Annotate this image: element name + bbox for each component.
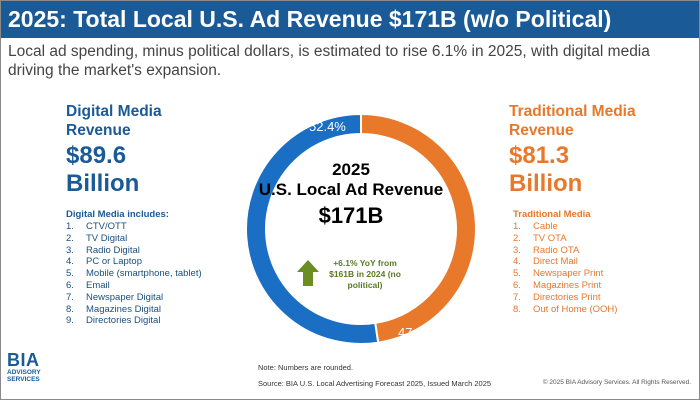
traditional-list-item: 5. Newspaper Print <box>513 268 604 280</box>
traditional-list-item-label: Directories Print <box>533 291 601 303</box>
logo-sub: ADVISORY SERVICES <box>7 369 41 383</box>
traditional-list-item-label: Out of Home (OOH) <box>533 303 618 315</box>
traditional-list-item: 1. Cable <box>513 221 558 232</box>
bia-logo: BIA ADVISORY SERVICES <box>7 351 57 383</box>
digital-includes: Digital Media includes: 1. CTV/OTT 2. TV Di… <box>66 209 202 327</box>
traditional-list-item-label: Magazines Print <box>533 279 602 291</box>
digital-list-item: 1. CTV/OTT <box>66 221 127 232</box>
traditional-includes: Traditional Media 1. Cable 2. TV OTA 3. Radio… <box>513 209 617 315</box>
logo-bia: BIA <box>7 350 40 370</box>
digital-list-item: 7. Newspaper Digital <box>66 291 164 303</box>
digital-list-item-label: Newspaper Digital <box>86 291 164 303</box>
digital-list-item-label: Directories Digital <box>86 315 161 327</box>
traditional-list: 1. Cable 2. TV OTA 3. Radio OTA 4. Direct Mail 5… <box>513 221 617 315</box>
digital-list-item: 4. PC or Laptop <box>66 256 142 268</box>
growth-callout: +6.1% YoY from $161B in 2024 (no politic… <box>296 258 406 298</box>
digital-list-item: 2. TV Digital <box>66 232 128 244</box>
traditional-list-item: 4. Direct Mail <box>513 256 578 268</box>
digital-list-item: 3. Radio Digital <box>66 244 140 256</box>
traditional-list-item: 8. Out of Home (OOH) <box>513 303 618 315</box>
traditional-list-item: 2. TV OTA <box>513 232 567 244</box>
center-total: $171B <box>318 203 384 228</box>
donut-label-digital: 52.4% <box>309 119 346 134</box>
traditional-value: $81.3 Billion <box>509 142 599 198</box>
digital-list-item: 9. Directories Digital <box>66 315 161 327</box>
traditional-list-item-label: Direct Mail <box>533 256 578 268</box>
donut-chart: 52.4% 47.6% <box>245 114 477 344</box>
digital-list-item-label: PC or Laptop <box>86 256 142 268</box>
donut-center: 2025 U.S. Local Ad Revenue $171B <box>256 160 446 230</box>
digital-list-title: Digital Media includes: <box>66 209 169 220</box>
digital-title: Digital Media Revenue <box>66 103 162 139</box>
digital-list-item: 8. Magazines Digital <box>66 303 161 315</box>
digital-list-item-label: CTV/OTT <box>86 221 127 232</box>
digital-list-item-label: Mobile (smartphone, tablet) <box>86 268 202 280</box>
digital-list: 1. CTV/OTT 2. TV Digital 3. Radio Digital 4. PC… <box>66 221 202 327</box>
traditional-list-item: 3. Radio OTA <box>513 244 580 256</box>
traditional-list-item: 7. Directories Print <box>513 291 601 303</box>
digital-list-item-label: Email <box>86 279 110 291</box>
digital-value-text: $89.6 Billion <box>66 142 140 197</box>
digital-value: $89.6 Billion <box>66 142 156 198</box>
up-arrow-icon <box>297 260 319 286</box>
traditional-value-text: $81.3 Billion <box>509 142 583 197</box>
traditional-list-item-label: Radio OTA <box>533 244 580 256</box>
footnote: Note: Numbers are rounded. <box>258 363 354 372</box>
digital-list-item-label: TV Digital <box>86 232 128 244</box>
donut-label-traditional: 47.6% <box>398 325 435 340</box>
traditional-list-item-label: Cable <box>533 221 558 232</box>
traditional-title: Traditional Media Revenue <box>509 103 636 139</box>
copyright: © 2025 BIA Advisory Services. All Rights… <box>542 379 691 386</box>
page-title: 2025: Total Local U.S. Ad Revenue $171B … <box>8 6 612 32</box>
center-label: U.S. Local Ad Revenue <box>258 180 444 199</box>
growth-text: +6.1% YoY from $161B in 2024 (no politic… <box>329 258 401 290</box>
digital-list-item-label: Magazines Digital <box>86 303 161 315</box>
digital-list-item: 5. Mobile (smartphone, tablet) <box>66 268 202 280</box>
traditional-list-title: Traditional Media <box>513 209 591 220</box>
digital-list-item: 6. Email <box>66 279 110 291</box>
traditional-list-item-label: Newspaper Print <box>533 268 604 280</box>
header-bar: 2025: Total Local U.S. Ad Revenue $171B … <box>1 1 699 38</box>
source-note: Source: BIA U.S. Local Advertising Forec… <box>258 379 492 388</box>
donut-slice-traditional <box>360 114 477 344</box>
center-year: 2025 <box>332 160 370 179</box>
subtitle: Local ad spending, minus political dolla… <box>8 43 650 79</box>
traditional-list-item-label: TV OTA <box>533 232 567 244</box>
traditional-list-item: 6. Magazines Print <box>513 279 602 291</box>
digital-list-item-label: Radio Digital <box>86 244 140 256</box>
